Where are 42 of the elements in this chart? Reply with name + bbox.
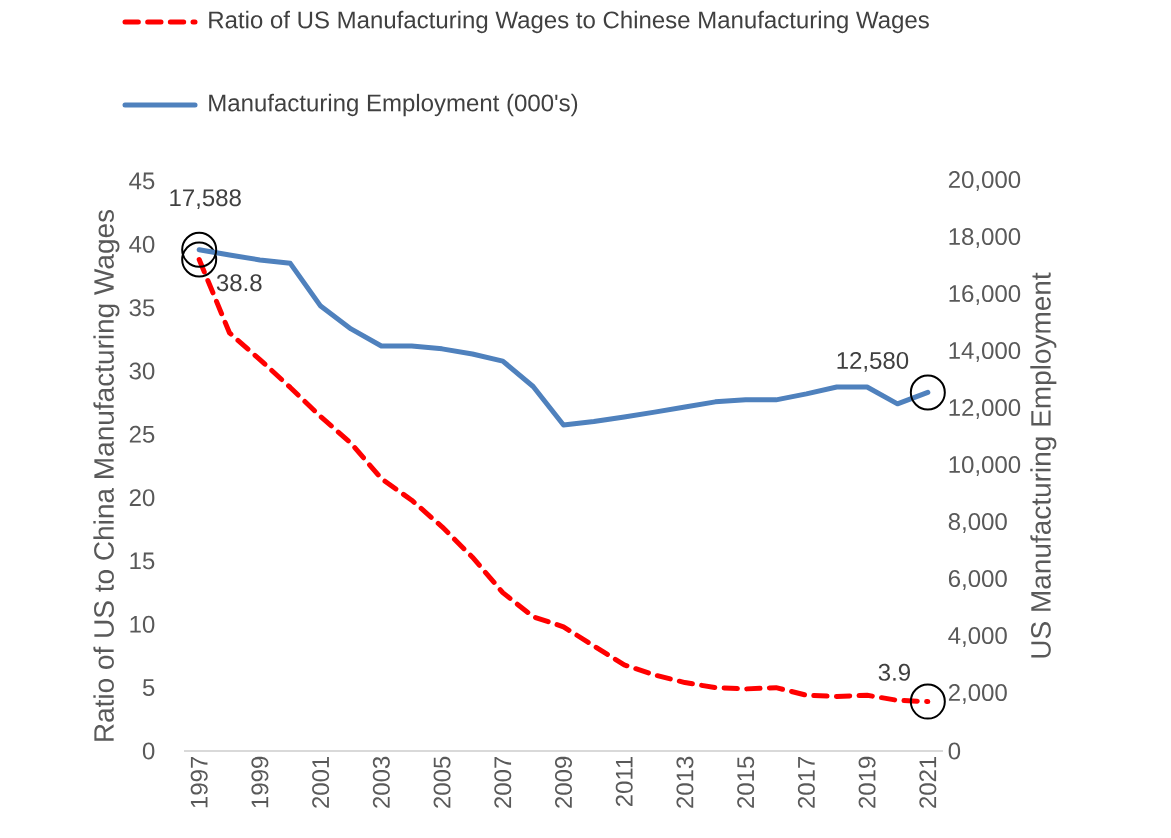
x-tick-label: 1999 (251, 756, 269, 808)
y2-tick-label: 18,000 (949, 228, 1021, 248)
y-tick-label: 30 (129, 362, 155, 380)
data-label: 12,580 (837, 351, 909, 372)
x-tick-label: 2013 (676, 756, 694, 808)
data-label: 3.9 (878, 663, 910, 681)
y-tick-label: 15 (130, 552, 155, 570)
y2-tick-label: 6,000 (948, 570, 1007, 590)
x-tick-label: 2017 (797, 756, 815, 808)
legend-label: Ratio of US Manufacturing Wages to Chinese Manufacturing Wages (209, 10, 929, 34)
y2-tick-label: 16,000 (949, 285, 1021, 305)
x-tick-label: 2009 (555, 756, 572, 808)
data-label: 17,588 (170, 189, 241, 210)
x-tick-label: 2011 (615, 756, 633, 807)
y2-tick-label: 12,000 (949, 399, 1021, 419)
data-label: 38.8 (216, 274, 262, 292)
y2-tick-label: 10,000 (949, 456, 1021, 476)
x-tick-label: 2003 (372, 756, 390, 808)
x-tick-label: 2021 (919, 756, 937, 808)
y2-tick-label: 2,000 (948, 684, 1007, 704)
y-tick-label: 0 (142, 742, 155, 760)
y2-axis-title: US Manufacturing Employment (1030, 272, 1057, 658)
y-tick-label: 45 (129, 172, 155, 190)
x-tick-label: 2015 (737, 756, 755, 808)
y2-tick-label: 20,000 (948, 171, 1021, 191)
y-tick-label: 40 (129, 235, 155, 253)
legend-label: Manufacturing Employment (000's) (209, 93, 578, 117)
y2-tick-label: 8,000 (948, 513, 1007, 533)
x-tick-label: 2001 (312, 756, 330, 808)
x-tick-label: 2005 (433, 756, 451, 808)
y-tick-label: 20 (129, 489, 155, 507)
y2-tick-label: 4,000 (948, 627, 1007, 647)
y-axis-title: Ratio of US to China Manufacturing Wages (93, 209, 120, 741)
x-tick-label: 1997 (190, 756, 208, 808)
y-tick-label: 25 (129, 425, 155, 443)
y-tick-label: 10 (130, 615, 155, 633)
y2-tick-label: 0 (948, 742, 961, 760)
y-tick-label: 5 (142, 679, 155, 697)
y2-tick-label: 14,000 (949, 342, 1021, 362)
x-tick-label: 2019 (858, 756, 876, 808)
x-tick-label: 2007 (494, 756, 512, 808)
y-tick-label: 35 (129, 299, 155, 317)
